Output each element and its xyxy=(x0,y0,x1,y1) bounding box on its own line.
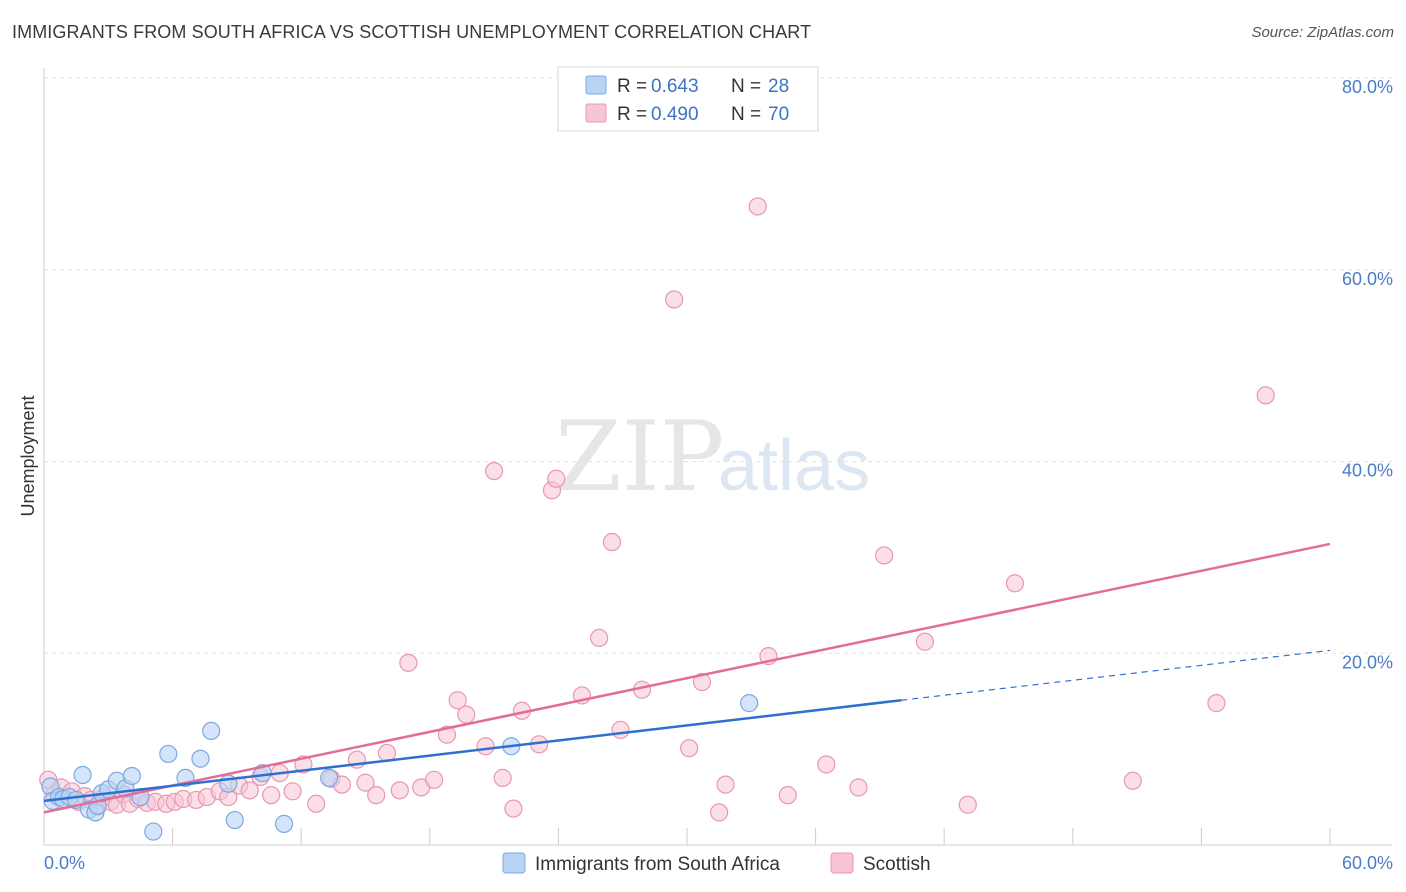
scottish-point-68 xyxy=(875,546,894,565)
scottish-point-69 xyxy=(915,632,935,651)
watermark-zip: ZIP xyxy=(555,401,724,513)
scottish-point-44 xyxy=(457,705,476,724)
scottish-point-35 xyxy=(356,773,375,792)
legend-r-value-blue: 0.643 xyxy=(651,76,699,97)
scottish-trend-line xyxy=(43,542,1331,814)
y-tick-label-3: 80.0% xyxy=(1342,77,1393,97)
scottish-point-52 xyxy=(547,469,566,488)
y-tick-label-0: 20.0% xyxy=(1342,652,1393,672)
scottish-point-29 xyxy=(283,782,302,801)
legend-r-label-pink: R = xyxy=(617,104,647,125)
scottish-point-25 xyxy=(240,781,259,800)
scottish-point-59 xyxy=(680,739,699,758)
south-africa-point-25 xyxy=(319,768,339,787)
scottish-point-66 xyxy=(817,755,836,774)
south-africa-point-19 xyxy=(191,749,210,768)
scottish-point-56 xyxy=(611,720,630,740)
series-legend: Immigrants from South Africa Scottish xyxy=(502,852,931,875)
scottish-point-67 xyxy=(849,778,868,797)
south-africa-trend-line xyxy=(43,698,902,803)
scottish-point-73 xyxy=(1207,694,1226,713)
south-africa-point-17 xyxy=(159,744,178,764)
scottish-point-46 xyxy=(485,461,504,481)
scottish-point-58 xyxy=(665,290,684,309)
trend-lines xyxy=(43,542,1331,814)
y-axis-label: Unemployment xyxy=(18,395,38,516)
scottish-point-48 xyxy=(504,799,523,818)
y-tick-label-2: 60.0% xyxy=(1342,269,1393,289)
legend-swatch-pink xyxy=(585,103,607,123)
south-africa-point-20 xyxy=(202,721,221,741)
scottish-point-42 xyxy=(437,725,457,744)
source-credit: Source: ZipAtlas.com xyxy=(1251,24,1394,41)
legend-n-label-blue: N = xyxy=(731,76,761,97)
legend-r-label-blue: R = xyxy=(617,76,647,97)
bottom-legend-swatch-blue xyxy=(502,852,526,874)
scottish-point-36 xyxy=(367,786,386,805)
scottish-point-74 xyxy=(1256,386,1275,405)
scottish-point-45 xyxy=(476,737,495,756)
scottish-point-31 xyxy=(307,794,326,813)
south-africa-point-16 xyxy=(144,822,163,841)
bottom-legend-label-pink: Scottish xyxy=(863,854,931,875)
watermark-atlas: atlas xyxy=(718,426,870,506)
scottish-point-47 xyxy=(493,768,512,787)
scottish-point-62 xyxy=(716,775,735,794)
scottish-point-41 xyxy=(424,770,444,789)
bottom-legend-swatch-pink xyxy=(830,852,854,874)
south-africa-point-22 xyxy=(225,810,244,830)
x-tick-label-1: 60.0% xyxy=(1342,853,1393,873)
legend-swatch-blue xyxy=(585,75,607,95)
south-africa-point-6 xyxy=(73,765,92,785)
correlation-legend: R = 0.643 N = 28 R = 0.490 N = 70 xyxy=(557,66,819,132)
legend-n-value-pink: 70 xyxy=(768,104,789,125)
scottish-point-71 xyxy=(1005,574,1025,593)
scottish-point-72 xyxy=(1123,771,1142,790)
scottish-point-38 xyxy=(390,781,409,800)
scottish-point-60 xyxy=(692,672,712,692)
south-africa-points xyxy=(41,694,759,841)
bottom-legend-label-blue: Immigrants from South Africa xyxy=(535,854,780,875)
scottish-point-70 xyxy=(958,795,977,814)
south-africa-trend-extension xyxy=(901,649,1331,701)
x-tick-label-0: 0.0% xyxy=(44,853,85,873)
scottish-point-43 xyxy=(448,691,467,710)
scottish-point-65 xyxy=(778,786,797,805)
south-africa-point-27 xyxy=(740,694,759,713)
scottish-point-61 xyxy=(710,803,729,822)
chart-title: IMMIGRANTS FROM SOUTH AFRICA VS SCOTTISH… xyxy=(12,22,812,42)
grid-lines xyxy=(44,77,1392,654)
y-tick-labels: 20.0% 40.0% 60.0% 80.0% xyxy=(1342,77,1393,672)
scottish-point-39 xyxy=(399,653,418,672)
legend-n-value-blue: 28 xyxy=(768,76,789,97)
legend-r-value-pink: 0.490 xyxy=(651,104,699,125)
scottish-point-27 xyxy=(262,786,281,805)
scottish-point-54 xyxy=(590,628,609,648)
legend-n-label-pink: N = xyxy=(731,104,761,125)
watermark: ZIP atlas xyxy=(555,401,870,513)
axes xyxy=(43,68,1392,846)
y-tick-label-1: 40.0% xyxy=(1342,461,1393,481)
south-africa-point-24 xyxy=(274,814,294,834)
x-tick-labels: 0.0% 60.0% xyxy=(44,853,1393,873)
scottish-point-63 xyxy=(748,197,767,216)
scottish-point-55 xyxy=(602,532,622,552)
south-africa-point-14 xyxy=(122,766,141,786)
